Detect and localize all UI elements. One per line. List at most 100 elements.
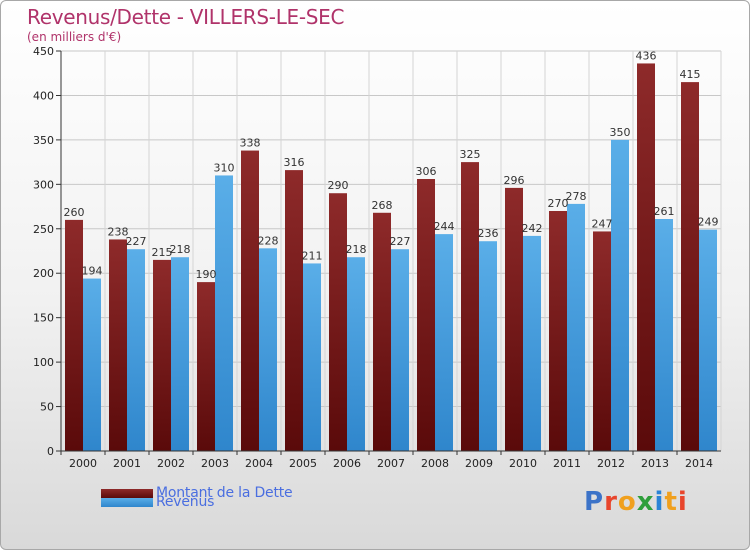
data-label-dette-2008: 306: [416, 165, 437, 178]
bar-dette-2010: [505, 187, 523, 451]
chart-title: Revenus/Dette - VILLERS-LE-SEC: [27, 5, 345, 29]
xtick-label-2008: 2008: [421, 457, 449, 470]
bar-revenus-2010: [523, 235, 541, 451]
xtick-label-2000: 2000: [69, 457, 97, 470]
data-label-dette-2009: 325: [460, 148, 481, 161]
proxiti-logo: Proxiti: [584, 487, 688, 517]
bar-dette-2014: [681, 82, 699, 451]
data-label-revenus-2004: 228: [258, 234, 279, 247]
bar-revenus-2003: [215, 175, 233, 451]
data-label-dette-2002: 215: [152, 246, 173, 259]
xtick-label-2003: 2003: [201, 457, 229, 470]
data-label-revenus-2007: 227: [390, 235, 411, 248]
xtick-label-2009: 2009: [465, 457, 493, 470]
data-label-revenus-2008: 244: [434, 220, 455, 233]
bar-revenus-2014: [699, 229, 717, 451]
data-label-dette-2007: 268: [372, 199, 393, 212]
legend-swatch-dette: [101, 489, 153, 498]
ytick-label-100: 100: [33, 356, 54, 369]
bar-revenus-2009: [479, 241, 497, 451]
xtick-label-2005: 2005: [289, 457, 317, 470]
data-label-revenus-2001: 227: [126, 235, 147, 248]
ytick-label-200: 200: [33, 267, 54, 280]
bar-dette-2013: [637, 63, 655, 451]
data-label-revenus-2003: 310: [214, 161, 235, 174]
bar-revenus-2005: [303, 263, 321, 451]
ytick-label-0: 0: [47, 445, 54, 458]
bar-dette-2009: [461, 162, 479, 451]
ytick-label-350: 350: [33, 134, 54, 147]
data-label-dette-2010: 296: [504, 174, 525, 187]
bar-dette-2006: [329, 193, 347, 451]
data-label-dette-2005: 316: [284, 156, 305, 169]
data-label-revenus-2009: 236: [478, 227, 499, 240]
bar-dette-2011: [549, 211, 567, 451]
bar-revenus-2008: [435, 234, 453, 451]
xtick-label-2007: 2007: [377, 457, 405, 470]
legend-label-dette: Montant de la Dette: [156, 485, 293, 501]
xtick-label-2002: 2002: [157, 457, 185, 470]
bar-dette-2012: [593, 231, 611, 451]
data-label-revenus-2013: 261: [654, 205, 675, 218]
bar-revenus-2000: [83, 278, 101, 451]
bar-revenus-2004: [259, 248, 277, 451]
xtick-label-2011: 2011: [553, 457, 581, 470]
data-label-revenus-2005: 211: [302, 249, 323, 262]
chart-subtitle: (en milliers d'€): [27, 30, 122, 44]
data-label-dette-2000: 260: [64, 206, 85, 219]
legend-label-revenus: Revenus: [156, 494, 215, 510]
bar-dette-2004: [241, 150, 259, 452]
data-label-dette-2006: 290: [328, 179, 349, 192]
data-label-dette-2003: 190: [196, 268, 217, 281]
xtick-label-2004: 2004: [245, 457, 273, 470]
logo-letter: o: [617, 487, 637, 517]
ytick-label-50: 50: [40, 401, 54, 414]
logo-letter: r: [604, 487, 618, 517]
logo-letter: x: [636, 487, 655, 517]
bar-revenus-2011: [567, 203, 585, 451]
data-label-dette-2004: 338: [240, 137, 261, 150]
data-label-revenus-2010: 242: [522, 222, 543, 235]
data-label-dette-2012: 247: [592, 217, 613, 230]
bar-dette-2002: [153, 259, 171, 451]
data-label-revenus-2014: 249: [698, 216, 719, 229]
data-label-dette-2013: 436: [636, 49, 657, 62]
data-label-dette-2011: 270: [548, 197, 569, 210]
ytick-label-150: 150: [33, 312, 54, 325]
logo-letter: i: [677, 487, 688, 517]
data-label-revenus-2012: 350: [610, 126, 631, 139]
bar-revenus-2012: [611, 139, 629, 451]
ytick-label-300: 300: [33, 178, 54, 191]
bar-dette-2000: [65, 219, 83, 451]
xtick-label-2010: 2010: [509, 457, 537, 470]
xtick-label-2014: 2014: [685, 457, 713, 470]
bar-dette-2005: [285, 170, 303, 451]
xtick-label-2006: 2006: [333, 457, 361, 470]
legend-swatch-revenus: [101, 498, 153, 507]
bar-revenus-2013: [655, 219, 673, 451]
bar-revenus-2006: [347, 257, 365, 451]
data-label-revenus-2006: 218: [346, 243, 367, 256]
logo-letter: i: [654, 487, 665, 517]
xtick-label-2012: 2012: [597, 457, 625, 470]
data-label-dette-2014: 415: [680, 68, 701, 81]
bar-revenus-2002: [171, 257, 189, 451]
bar-dette-2007: [373, 212, 391, 451]
data-label-revenus-2000: 194: [82, 265, 103, 278]
bar-dette-2001: [109, 239, 127, 451]
bar-revenus-2007: [391, 249, 409, 451]
bar-dette-2003: [197, 282, 215, 451]
ytick-label-400: 400: [33, 89, 54, 102]
bar-revenus-2001: [127, 249, 145, 451]
ytick-label-450: 450: [33, 45, 54, 58]
logo-letter: P: [584, 487, 605, 517]
ytick-label-250: 250: [33, 223, 54, 236]
data-label-revenus-2002: 218: [170, 243, 191, 256]
data-label-revenus-2011: 278: [566, 190, 587, 203]
data-label-dette-2001: 238: [108, 225, 129, 238]
bar-dette-2008: [417, 179, 435, 451]
xtick-label-2013: 2013: [641, 457, 669, 470]
xtick-label-2001: 2001: [113, 457, 141, 470]
